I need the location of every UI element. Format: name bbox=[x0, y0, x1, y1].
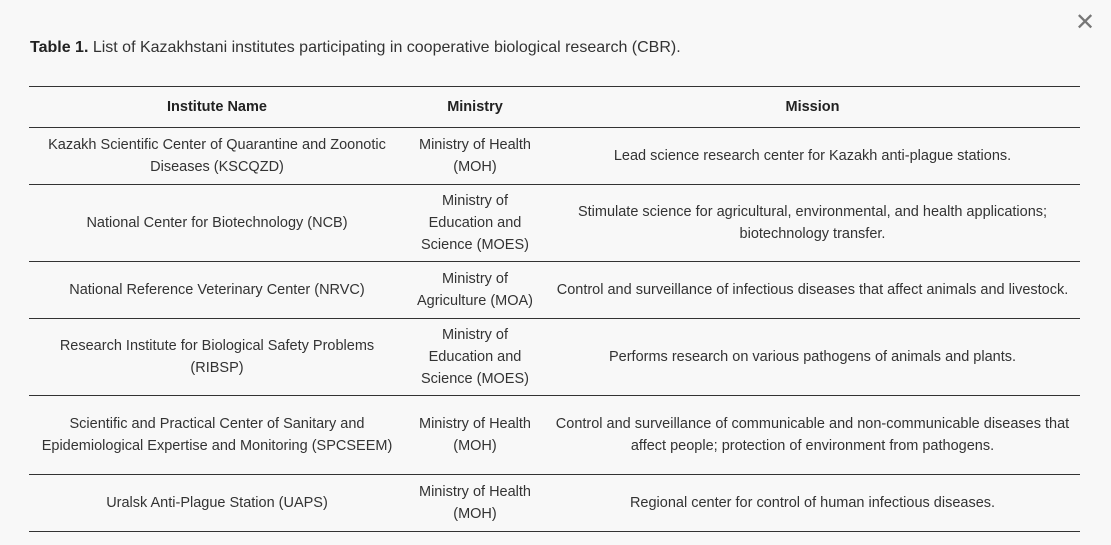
mission-cell: Stimulate science for agricultural, envi… bbox=[577, 204, 1048, 242]
mission-cell: Regional center for control of human inf… bbox=[629, 495, 996, 511]
table-row: National Reference Veterinary Center (NR… bbox=[29, 262, 1080, 319]
institute-cell: Research Institute for Biological Safety… bbox=[59, 338, 375, 376]
ministry-cell: Ministry of Agriculture (MOA) bbox=[416, 271, 534, 309]
table-row: Research Institute for Biological Safety… bbox=[29, 319, 1080, 396]
ministry-cell: Ministry of Education and Science (MOES) bbox=[421, 193, 529, 253]
institutes-table: Institute Name Ministry Mission Kazakh S… bbox=[29, 86, 1080, 532]
mission-cell: Control and surveillance of communicable… bbox=[555, 416, 1070, 454]
header-institute-name: Institute Name bbox=[167, 99, 267, 115]
header-mission: Mission bbox=[785, 99, 840, 115]
institute-cell: National Center for Biotechnology (NCB) bbox=[86, 215, 348, 231]
header-ministry: Ministry bbox=[447, 99, 503, 115]
table-caption: Table 1. List of Kazakhstani institutes … bbox=[30, 39, 681, 57]
institute-cell: Scientific and Practical Center of Sanit… bbox=[41, 416, 393, 454]
institute-cell: National Reference Veterinary Center (NR… bbox=[69, 282, 365, 298]
ministry-cell: Ministry of Health (MOH) bbox=[418, 137, 531, 175]
institute-cell: Uralsk Anti-Plague Station (UAPS) bbox=[106, 495, 328, 511]
ministry-cell: Ministry of Health (MOH) bbox=[418, 484, 531, 522]
table-header-row: Institute Name Ministry Mission bbox=[29, 86, 1080, 128]
table-row: Uralsk Anti-Plague Station (UAPS) Minist… bbox=[29, 475, 1080, 532]
close-icon[interactable]: ✕ bbox=[1074, 8, 1096, 36]
mission-cell: Performs research on various pathogens o… bbox=[608, 349, 1017, 365]
table-row: Kazakh Scientific Center of Quarantine a… bbox=[29, 128, 1080, 185]
institute-cell: Kazakh Scientific Center of Quarantine a… bbox=[48, 137, 386, 175]
table-row: National Center for Biotechnology (NCB) … bbox=[29, 185, 1080, 262]
caption-label: Table 1. bbox=[30, 39, 89, 56]
ministry-cell: Ministry of Health (MOH) bbox=[418, 416, 531, 454]
caption-text: List of Kazakhstani institutes participa… bbox=[88, 39, 681, 56]
table-row: Scientific and Practical Center of Sanit… bbox=[29, 396, 1080, 475]
ministry-cell: Ministry of Education and Science (MOES) bbox=[421, 327, 529, 387]
mission-cell: Lead science research center for Kazakh … bbox=[613, 148, 1012, 164]
mission-cell: Control and surveillance of infectious d… bbox=[556, 282, 1069, 298]
